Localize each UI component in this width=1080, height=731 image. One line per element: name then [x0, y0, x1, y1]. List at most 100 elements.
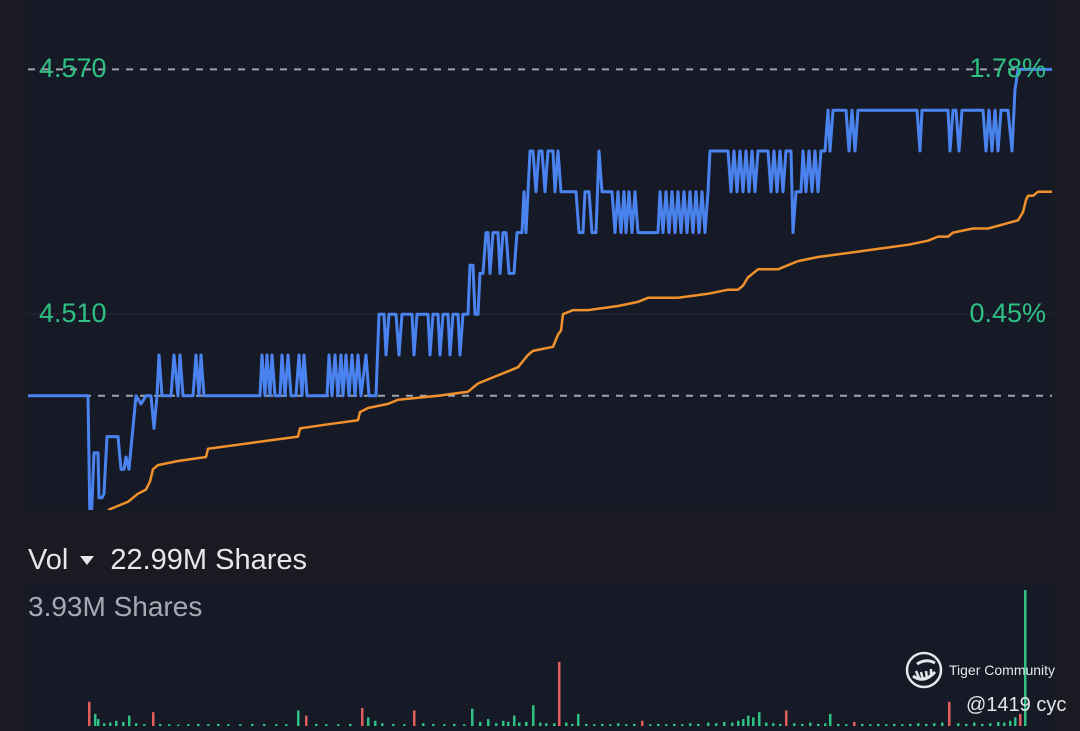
volume-bar-85 — [779, 723, 782, 726]
volume-bar-25 — [305, 715, 308, 726]
volume-bar-72 — [689, 723, 692, 726]
volume-bar-103 — [917, 723, 920, 726]
volume-bar-94 — [845, 724, 848, 726]
volume-bar-42 — [471, 708, 474, 726]
volume-bar-67 — [649, 724, 652, 726]
volume-bar-24 — [297, 710, 300, 726]
volume-bar-57 — [571, 723, 574, 726]
volume-bar-32 — [374, 720, 377, 726]
volume-bar-79 — [742, 719, 745, 726]
volume-total: 22.99M Shares — [110, 543, 307, 576]
volume-bar-5 — [115, 720, 118, 726]
volume-bar-68 — [657, 723, 660, 726]
percent-label-mid: 0.45% — [969, 298, 1046, 329]
volume-bar-116 — [1014, 717, 1017, 726]
volume-bar-29 — [349, 723, 352, 726]
volume-bar-106 — [941, 722, 944, 726]
volume-bar-31 — [367, 717, 370, 726]
volume-bar-48 — [513, 715, 516, 726]
volume-bar-55 — [558, 661, 561, 726]
volume-bar-109 — [965, 723, 968, 726]
volume-bar-4 — [109, 722, 112, 726]
volume-bar-0 — [88, 701, 91, 726]
volume-bar-27 — [325, 724, 328, 726]
volume-bar-75 — [715, 723, 718, 726]
volume-bar-47 — [507, 721, 510, 726]
volume-bar-87 — [793, 723, 796, 726]
volume-bar-35 — [403, 724, 406, 726]
volume-bar-33 — [381, 723, 384, 726]
volume-bar-58 — [577, 713, 580, 726]
volume-bar-76 — [723, 721, 726, 726]
volume-bar-12 — [168, 724, 171, 726]
volume-bar-60 — [593, 724, 596, 726]
volume-bar-13 — [177, 724, 180, 726]
price-chart-svg — [28, 67, 1052, 510]
volume-bar-37 — [422, 723, 425, 726]
volume-bar-93 — [837, 723, 840, 726]
volume-bar-99 — [885, 724, 888, 726]
volume-bar-118 — [1024, 590, 1027, 726]
volume-bar-56 — [565, 722, 568, 726]
volume-bar-30 — [361, 708, 364, 726]
volume-bar-61 — [601, 723, 604, 726]
volume-bar-70 — [673, 723, 676, 726]
volume-bar-64 — [625, 724, 628, 726]
volume-bar-101 — [901, 724, 904, 726]
volume-bar-74 — [707, 722, 710, 726]
volume-bar-38 — [432, 723, 435, 726]
price-line-0 — [28, 67, 1052, 510]
volume-bar-115 — [1009, 720, 1012, 726]
volume-bar-7 — [128, 715, 131, 726]
volume-bar-91 — [824, 723, 827, 726]
volume-bar-15 — [197, 723, 200, 726]
volume-bar-36 — [413, 710, 416, 726]
volume-bar-3 — [103, 723, 106, 726]
volume-bar-100 — [893, 723, 896, 726]
volume-bar-23 — [285, 724, 288, 726]
volume-bar-78 — [737, 720, 740, 726]
volume-bar-34 — [392, 723, 395, 726]
price-chart[interactable]: 4.570 4.510 1.78% 0.45% — [28, 0, 1052, 510]
volume-bar-71 — [681, 724, 684, 726]
volume-bar-77 — [731, 722, 734, 726]
volume-bar-41 — [463, 724, 466, 726]
volume-bar-102 — [909, 723, 912, 726]
volume-bar-50 — [525, 721, 528, 726]
volume-bar-69 — [665, 724, 668, 726]
volume-bar-43 — [479, 721, 482, 726]
volume-bar-62 — [609, 724, 612, 726]
volume-chart[interactable]: 3.93M Shares — [28, 585, 1052, 731]
volume-bar-83 — [765, 722, 768, 726]
volume-bar-112 — [989, 723, 992, 726]
volume-bar-90 — [817, 723, 820, 726]
volume-bar-44 — [487, 719, 490, 726]
volume-bar-6 — [122, 721, 125, 726]
volume-bar-86 — [785, 710, 788, 726]
volume-bar-96 — [861, 723, 864, 726]
volume-bar-17 — [217, 723, 220, 726]
price-label-top: 4.570 — [39, 53, 107, 84]
volume-bar-20 — [251, 723, 254, 726]
volume-bar-8 — [135, 723, 138, 726]
volume-bar-88 — [801, 723, 804, 726]
volume-bar-18 — [227, 724, 230, 726]
volume-bar-46 — [502, 720, 505, 726]
volume-bar-39 — [443, 724, 446, 726]
tiger-logo-icon — [905, 651, 943, 689]
volume-bar-105 — [933, 723, 936, 726]
volume-bar-21 — [263, 723, 266, 726]
caret-down-icon[interactable] — [80, 555, 95, 565]
watermark-user: @1419 cyc — [966, 694, 1067, 716]
volume-bar-26 — [315, 723, 318, 726]
volume-bar-92 — [829, 713, 832, 726]
volume-bar-54 — [553, 723, 556, 726]
volume-bar-49 — [518, 722, 521, 726]
percent-label-top: 1.78% — [969, 53, 1046, 84]
volume-bar-111 — [981, 723, 984, 726]
volume-bar-81 — [752, 717, 755, 726]
watermark-name: Tiger Community — [949, 662, 1056, 678]
volume-bar-113 — [997, 721, 1000, 726]
volume-bar-9 — [143, 724, 146, 726]
volume-header[interactable]: Vol 22.99M Shares — [28, 540, 307, 580]
